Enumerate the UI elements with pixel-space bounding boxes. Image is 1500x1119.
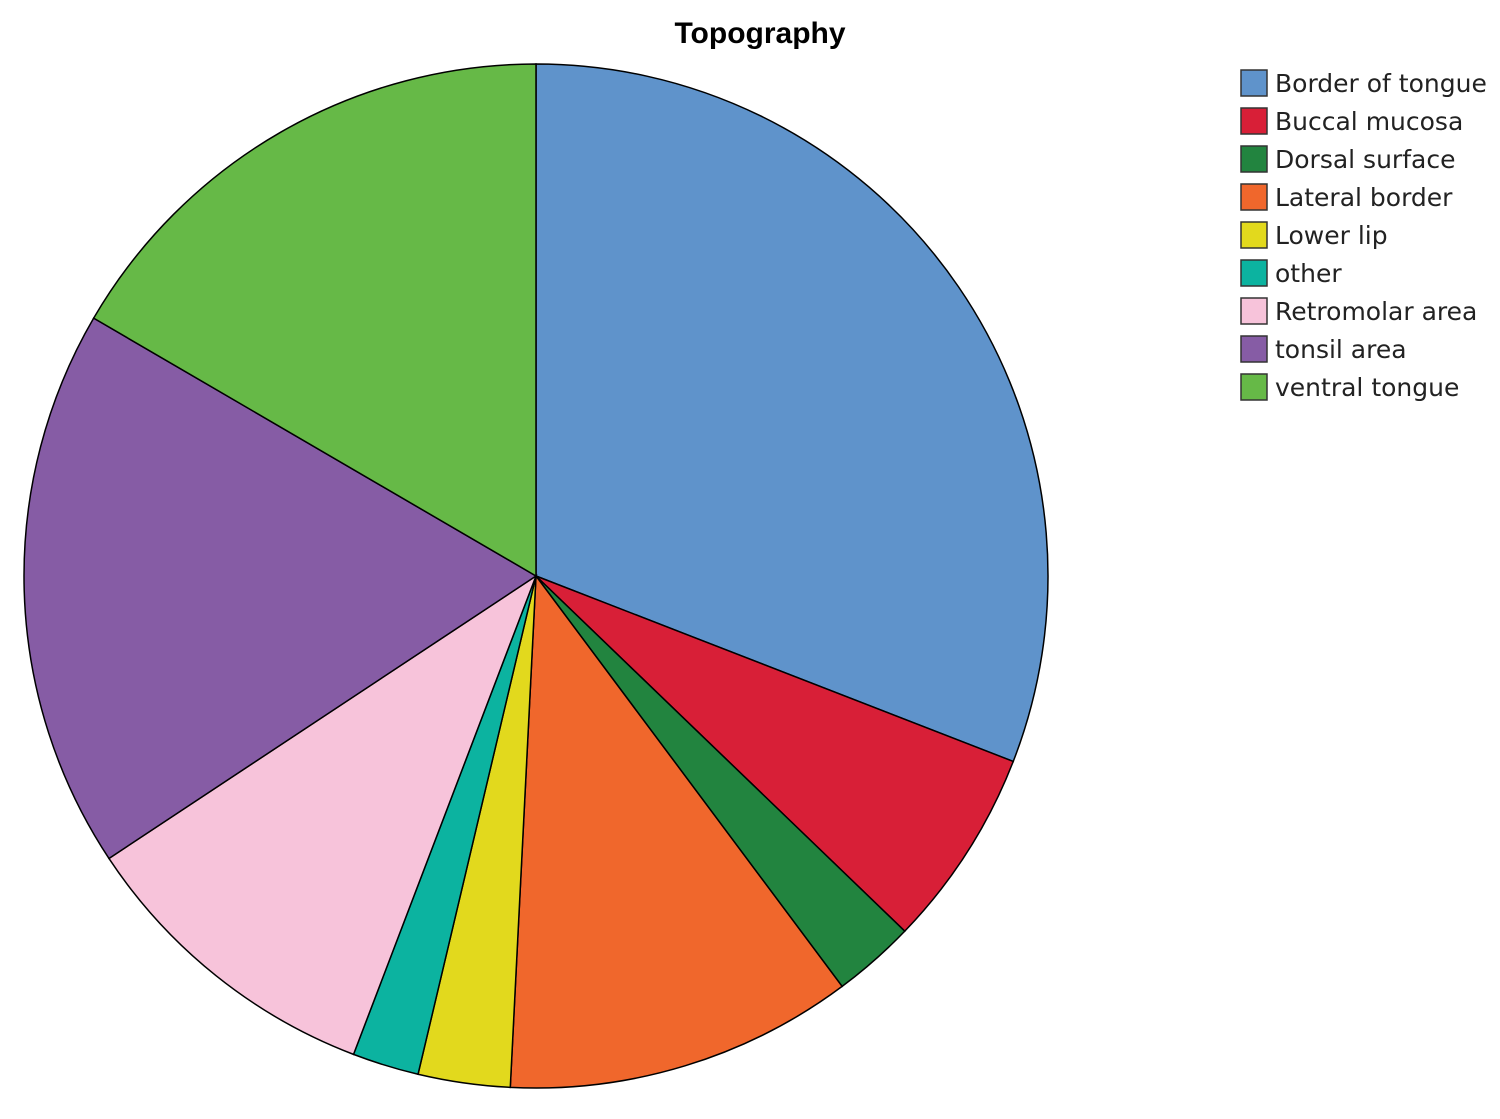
legend-label: Lower lip: [1275, 221, 1388, 250]
pie-slice: [23, 317, 538, 860]
legend-swatch: [1240, 259, 1268, 287]
pie-slice: [535, 575, 1015, 933]
legend-swatch: [1240, 335, 1268, 363]
legend-swatch: [1240, 145, 1268, 173]
legend-swatch: [1240, 373, 1268, 401]
pie-slice: [535, 63, 1049, 763]
legend-swatch: [1240, 297, 1268, 325]
legend-label: Buccal mucosa: [1275, 107, 1463, 136]
legend-label: Dorsal surface: [1275, 145, 1455, 174]
legend-label: Lateral border: [1275, 183, 1453, 212]
legend-label: other: [1275, 259, 1342, 288]
pie-slice: [509, 573, 844, 1089]
legend-swatch: [1240, 183, 1268, 211]
legend-label: ventral tongue: [1275, 373, 1459, 402]
pie-slice: [107, 574, 538, 1056]
pie-slice: [92, 63, 537, 578]
legend-swatch: [1240, 107, 1268, 135]
legend-swatch: [1240, 69, 1268, 97]
chart-title: Topography: [674, 17, 845, 50]
legend-label: tonsil area: [1275, 335, 1407, 364]
legend-swatch: [1240, 221, 1268, 249]
legend-label: Retromolar area: [1275, 297, 1477, 326]
legend-label: Border of tongue: [1275, 69, 1487, 98]
